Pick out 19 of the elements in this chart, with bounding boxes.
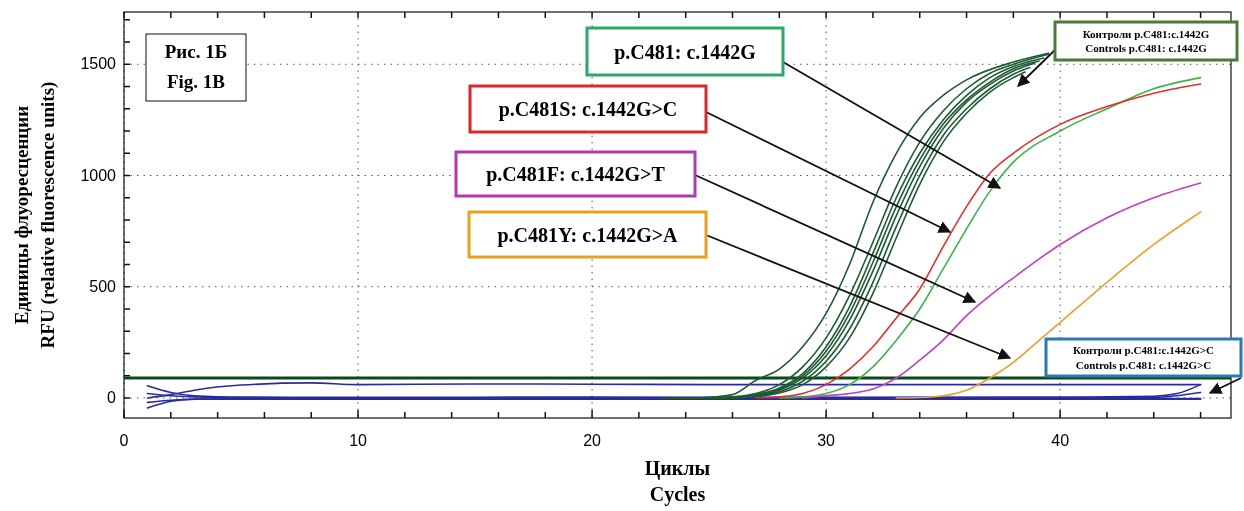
annotation: p.C481Y: c.1442G>A	[497, 223, 679, 247]
annotation: p.C481S: c.1442G>C	[498, 98, 678, 121]
annotation: Контроли p.C481:c.1442G>C Controls p.C481: c.1442G>C	[1073, 344, 1215, 371]
x-tick-label: 0	[119, 432, 129, 449]
x-tick-label: 40	[1051, 432, 1070, 449]
y-tick-label: 500	[89, 277, 117, 295]
x-tick-label: 20	[583, 432, 602, 449]
y-axis-title: Единицы флуоресценции RFU (relative fluorescence units)	[11, 81, 59, 349]
y-tick-label: 1500	[80, 55, 117, 73]
x-axis-title: Циклы Cycles	[644, 457, 711, 506]
annotation: p.C481F: c.1442G>T	[486, 163, 666, 186]
x-tick-label: 30	[817, 432, 836, 449]
y-tick-label: 0	[107, 388, 117, 406]
annotation: Контроли p.C481:c.1442G Controls p.C481: c.1442G	[1082, 27, 1210, 54]
x-tick-label: 10	[349, 432, 368, 449]
text: Fig. 1B	[166, 71, 226, 92]
annotation: p.C481: c.1442G	[614, 40, 757, 64]
y-tick-label: 1000	[80, 166, 117, 184]
text: Рис. 1Б	[164, 41, 228, 62]
